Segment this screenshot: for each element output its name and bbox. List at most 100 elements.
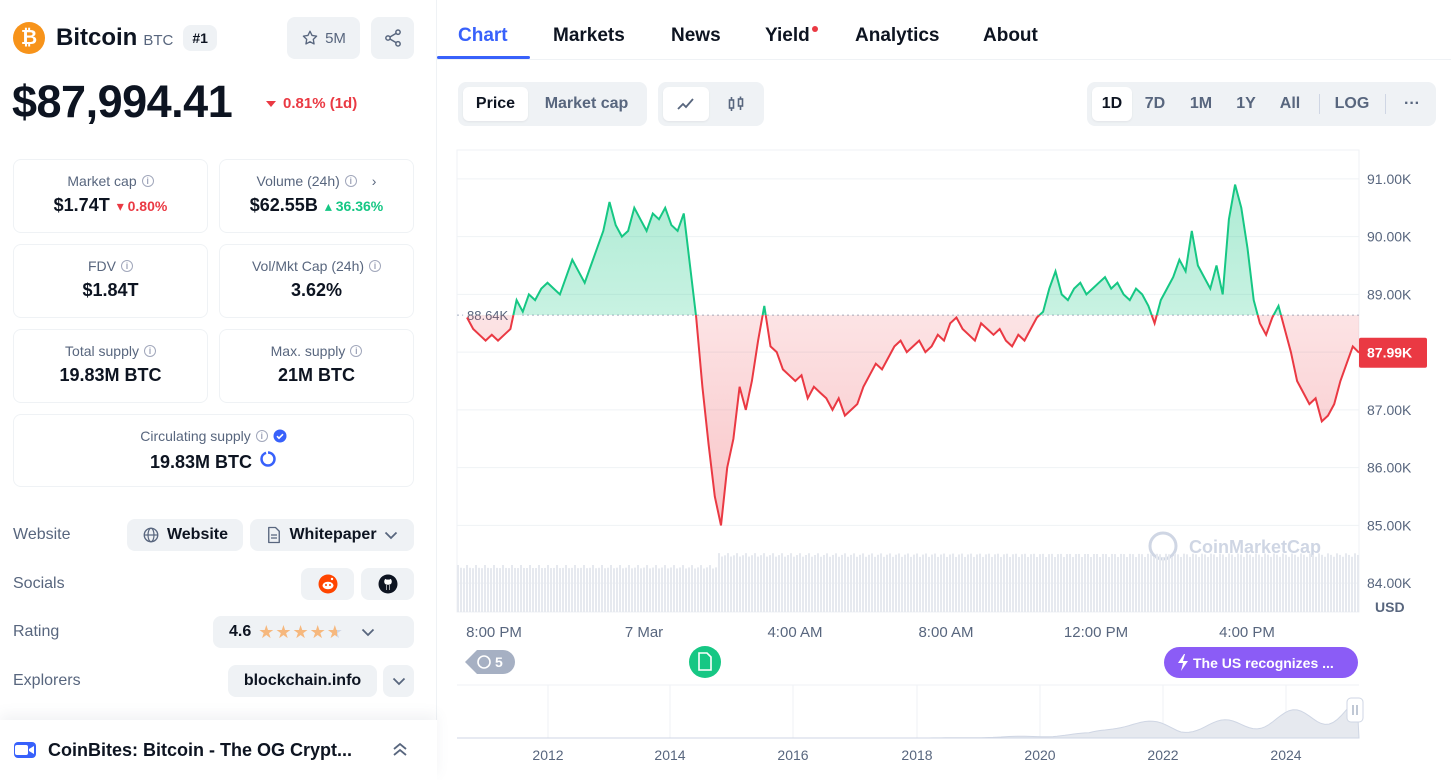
log-scale-toggle[interactable]: LOG [1334, 95, 1370, 112]
max-supply-stat[interactable]: Max. supply i 21M BTC [219, 329, 414, 403]
volume-bar [478, 567, 480, 612]
info-icon[interactable]: i [344, 175, 357, 187]
market-cap-stat[interactable]: Market cap i $1.74T ▾ 0.80% [13, 159, 208, 233]
whitepaper-dropdown[interactable]: Whitepaper [250, 519, 414, 551]
volume-bar [1000, 556, 1002, 612]
volume-bar [1204, 554, 1206, 612]
volume-bar [1048, 554, 1050, 612]
chevron-right-icon[interactable]: › [371, 173, 377, 189]
volume-bar [784, 556, 786, 612]
volume-stat[interactable]: Volume (24h) i › $62.55B ▴ 36.36% [219, 159, 414, 233]
volume-bar [1309, 553, 1311, 612]
volume-bar [952, 553, 954, 612]
volume-bar [868, 554, 870, 612]
navigator-year-label: 2012 [532, 747, 563, 763]
tab-markets[interactable]: Markets [553, 25, 625, 46]
volume-bar [802, 556, 804, 612]
max-supply-value: 21M BTC [277, 365, 355, 385]
coinbites-video-bar[interactable]: CoinBites: Bitcoin - The OG Crypt... [0, 720, 437, 780]
reddit-link[interactable] [301, 568, 354, 600]
volume-bar [1060, 553, 1062, 612]
tab-analytics[interactable]: Analytics [855, 25, 940, 46]
github-link[interactable] [361, 568, 414, 600]
more-options-button[interactable]: ··· [1404, 95, 1420, 112]
volume-bar [1213, 554, 1215, 612]
volume-bar [550, 568, 552, 612]
volume-bar [1240, 554, 1242, 612]
volume-bar [1270, 556, 1272, 612]
volume-bar [622, 568, 624, 612]
info-icon[interactable]: i [121, 260, 133, 272]
circulating-supply-stat[interactable]: Circulating supply i 19.83M BTC [13, 414, 414, 487]
share-button[interactable] [371, 17, 414, 59]
candlestick-toggle[interactable] [713, 87, 759, 121]
volume-bar [586, 568, 588, 612]
vol-mkt-cap-stat[interactable]: Vol/Mkt Cap (24h) i 3.62% [219, 244, 414, 318]
info-icon[interactable]: i [369, 260, 382, 272]
volume-bar [565, 565, 567, 612]
range-all[interactable]: All [1279, 95, 1301, 112]
volume-bar [1291, 553, 1293, 612]
market-cap-toggle[interactable]: Market cap [544, 95, 629, 112]
market-cap-change-value: 0.80% [127, 198, 168, 214]
volume-bar [997, 553, 999, 612]
volume-bar [1174, 553, 1176, 612]
range-1m[interactable]: 1M [1189, 95, 1213, 112]
volume-bar [1159, 554, 1161, 612]
volume-bar [760, 555, 762, 612]
volume-bar [1207, 556, 1209, 612]
watchlist-button[interactable]: 5M [287, 17, 360, 59]
volume-bar [973, 556, 975, 612]
volume-bars [457, 553, 1359, 612]
volume-bar [1045, 556, 1047, 612]
range-1d[interactable]: 1D [1092, 87, 1132, 121]
whitepaper-label: Whitepaper [289, 526, 377, 543]
volume-bar [739, 556, 741, 612]
volume-bar [1123, 554, 1125, 612]
tab-yield[interactable]: Yield [765, 25, 810, 46]
volume-bar [706, 567, 708, 612]
volume-bar [517, 568, 519, 612]
range-1y[interactable]: 1Y [1236, 95, 1256, 112]
volume-value: $62.55B [249, 195, 318, 215]
website-button[interactable]: Website [127, 519, 243, 551]
chevron-up-double-icon[interactable] [391, 741, 409, 759]
volume-bar [754, 553, 756, 612]
explorer-link[interactable]: blockchain.info [228, 665, 377, 697]
navigator-year-label: 2020 [1024, 747, 1055, 763]
info-icon[interactable]: i [141, 175, 154, 187]
volume-bar [1120, 553, 1122, 612]
info-icon[interactable]: i [143, 345, 156, 357]
volume-change: ▴ 36.36% [324, 198, 384, 214]
explorers-dropdown[interactable] [383, 665, 414, 697]
volume-bar [1147, 553, 1149, 612]
volume-bar [676, 568, 678, 612]
info-icon[interactable]: i [350, 345, 363, 357]
volume-bar [472, 568, 474, 612]
price-chart[interactable]: CoinMarketCap88.64K 91.00K90.00K89.00K88… [437, 140, 1451, 780]
volume-bar [679, 567, 681, 612]
github-icon [378, 574, 397, 594]
fdv-stat[interactable]: FDV i $1.84T [13, 244, 208, 318]
volume-bar [721, 556, 723, 612]
volume-bar [1348, 554, 1350, 612]
volume-bar [1129, 553, 1131, 612]
volume-bar [1243, 556, 1245, 612]
volume-bar [796, 555, 798, 612]
volume-bar [1351, 556, 1353, 612]
rating-dropdown[interactable]: 4.6 ★★★★★ [213, 616, 414, 648]
volume-bar [748, 556, 750, 612]
info-icon[interactable]: i [255, 430, 268, 442]
volume-bar [682, 565, 684, 612]
range-navigator[interactable]: 5 The US recognizes ... 2012 2014 2016 2018 20… [457, 646, 1364, 763]
volume-bar [1063, 556, 1065, 612]
line-chart-toggle[interactable] [663, 87, 709, 121]
price-toggle[interactable]: Price [463, 87, 528, 121]
volume-change-value: 36.36% [335, 198, 384, 214]
volume-bar [694, 568, 696, 612]
total-supply-stat[interactable]: Total supply i 19.83M BTC [13, 329, 208, 403]
range-7d[interactable]: 7D [1144, 95, 1166, 112]
tab-news[interactable]: News [671, 25, 721, 46]
tab-about[interactable]: About [983, 25, 1038, 46]
tab-chart[interactable]: Chart [458, 25, 508, 46]
